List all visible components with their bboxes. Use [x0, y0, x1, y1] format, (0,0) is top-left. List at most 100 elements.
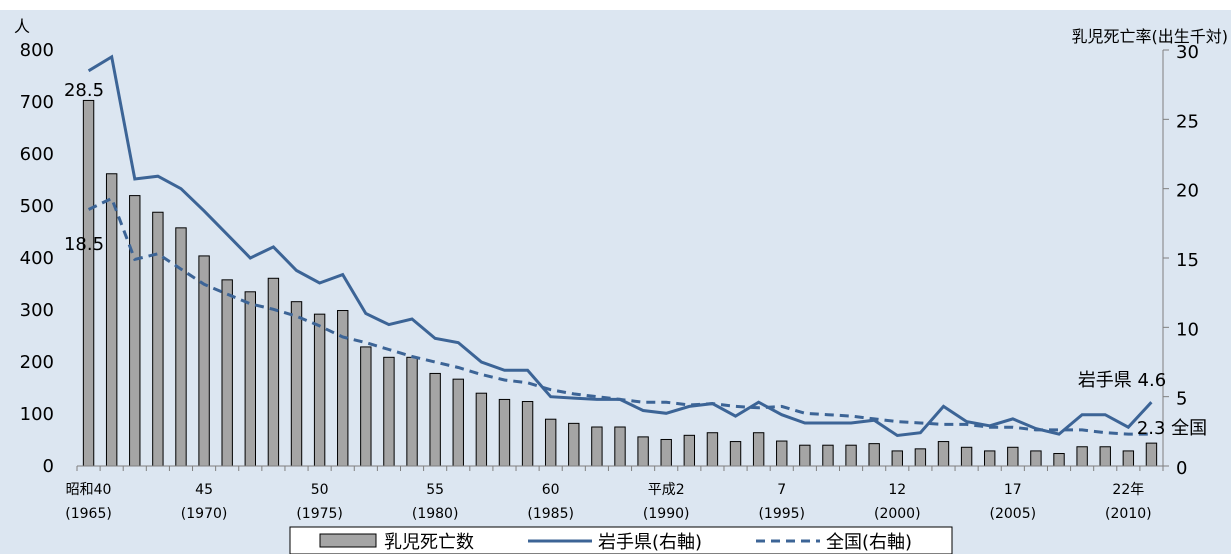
x-label-line1: 50: [311, 482, 329, 498]
x-label-line1: 12: [888, 482, 906, 498]
bar: [914, 448, 927, 467]
left-tick-label: 400: [20, 248, 54, 269]
x-label-line1: 45: [195, 482, 213, 498]
left-axis-ticks: 0 100 200 300 400 500 600 700 800: [20, 40, 54, 477]
bar: [406, 356, 418, 467]
legend-label-iwate: 岩手県(右軸): [598, 532, 702, 553]
bar: [868, 443, 880, 467]
bar: [498, 398, 511, 467]
annotation-iwate-end: 岩手県 4.6: [1078, 370, 1166, 391]
bar: [175, 227, 187, 467]
top-margin: [0, 0, 1231, 10]
left-tick-label: 200: [20, 352, 54, 373]
left-tick-label: 800: [20, 40, 54, 61]
right-tick-label: 25: [1176, 111, 1199, 132]
x-label-line1: 平成2: [648, 482, 685, 498]
bar: [544, 418, 557, 467]
right-tick-label: 5: [1176, 389, 1187, 410]
right-tick-label: 0: [1176, 458, 1187, 479]
left-tick-label: 100: [20, 404, 54, 425]
bar: [452, 378, 464, 467]
x-label-line2: (1965): [65, 506, 112, 522]
bar: [383, 356, 395, 467]
legend-label-national: 全国(右軸): [826, 532, 912, 553]
bar: [683, 434, 696, 467]
left-tick-label: 700: [20, 92, 54, 113]
x-label-line1: 17: [1004, 482, 1022, 498]
bar: [360, 346, 372, 467]
bar: [1099, 446, 1111, 467]
bar: [1145, 442, 1158, 467]
bar: [1053, 453, 1065, 467]
bar: [267, 277, 280, 467]
bar: [82, 99, 95, 467]
left-tick-label: 600: [20, 144, 54, 165]
bar: [152, 211, 164, 467]
bar: [475, 392, 488, 467]
legend-label-bar: 乳児死亡数: [384, 532, 474, 553]
left-tick-label: 300: [20, 300, 54, 321]
left-tick-label: 500: [20, 196, 54, 217]
x-axis-labels: 昭和40 (1965) 45 (1970) 50 (1975) 55 (1980) 60 (198…: [65, 482, 1151, 522]
x-label-line2: (1975): [296, 506, 343, 522]
right-tick-label: 30: [1176, 42, 1199, 63]
bar: [129, 195, 141, 467]
annotation-national-start: 18.5: [64, 234, 104, 255]
bar: [1030, 450, 1042, 467]
bar: [1122, 450, 1135, 467]
right-axis-unit-label: 乳児死亡率(出生千対): [1072, 27, 1229, 46]
x-label-line1: 60: [542, 482, 560, 498]
bar: [105, 173, 118, 467]
x-label-line1: 22年: [1112, 482, 1144, 498]
bar: [799, 444, 811, 467]
bar: [706, 432, 719, 467]
right-tick-label: 20: [1176, 181, 1199, 202]
bar: [822, 444, 834, 467]
legend: 乳児死亡数 岩手県(右軸) 全国(右軸): [289, 526, 953, 554]
bar: [891, 450, 903, 467]
bar: [290, 301, 303, 467]
bar: [244, 291, 256, 467]
x-label-line2: (1995): [758, 506, 805, 522]
x-label-line2: (2000): [874, 506, 921, 522]
bar: [337, 310, 349, 467]
bar: [198, 255, 210, 467]
series-line-national: [87, 196, 1152, 436]
right-tick-label: 15: [1176, 250, 1199, 271]
bar: [960, 446, 973, 467]
legend-box: [289, 526, 953, 554]
bar: [521, 401, 534, 467]
x-label-line1: 7: [777, 482, 786, 498]
left-tick-label: 0: [43, 456, 54, 477]
bar: [845, 444, 857, 467]
x-label-line2: (1985): [527, 506, 574, 522]
annotation-national-end: 2.3 全国: [1137, 418, 1207, 439]
right-axis-ticks: 0 5 10 15 20 25 30: [1163, 42, 1199, 479]
annotation-iwate-start: 28.5: [64, 80, 104, 101]
x-label-line1: 昭和40: [66, 482, 112, 498]
bar: [614, 426, 626, 467]
x-label-line2: (2010): [1105, 506, 1152, 522]
bar: [1076, 446, 1088, 467]
x-label-line2: (1980): [412, 506, 459, 522]
bar: [937, 441, 950, 467]
bar: [660, 438, 672, 467]
bar: [752, 432, 765, 467]
x-label-line2: (1990): [643, 506, 690, 522]
x-axis-ticks: [76, 466, 1164, 471]
right-tick-label: 10: [1176, 319, 1199, 340]
bar: [984, 450, 996, 467]
bar: [1007, 446, 1019, 467]
x-label-line1: 55: [426, 482, 444, 498]
bar: [591, 426, 603, 467]
left-axis-unit-label: 人: [14, 17, 30, 36]
bar: [568, 422, 580, 467]
bar: [637, 436, 649, 467]
x-label-line2: (2005): [990, 506, 1037, 522]
x-label-line2: (1970): [181, 506, 228, 522]
bar: [429, 372, 441, 467]
bar: [729, 441, 742, 467]
legend-swatch-bar: [319, 533, 377, 548]
